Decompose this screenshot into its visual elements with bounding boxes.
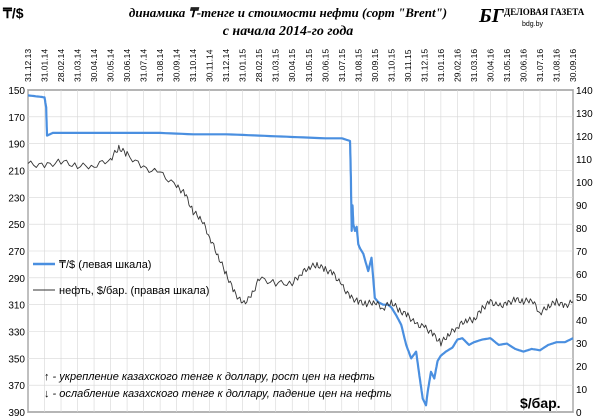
x-tick-label: 31.01.15 bbox=[238, 49, 248, 82]
x-tick-label: 31.12.15 bbox=[419, 49, 429, 82]
x-tick-label: 31.08.15 bbox=[353, 49, 363, 82]
left-tick-label: 270 bbox=[8, 247, 25, 258]
right-tick-label: 110 bbox=[576, 155, 592, 166]
x-tick-label: 30.11.14 bbox=[205, 49, 215, 82]
x-tick-label: 30.06.15 bbox=[320, 49, 330, 82]
left-tick-label: 250 bbox=[8, 220, 25, 231]
x-tick-label: 31.05.15 bbox=[304, 49, 314, 82]
legend: ₸/$ (левая шкала) нефть, $/бар. (правая … bbox=[33, 259, 209, 297]
left-tick-label: 290 bbox=[8, 274, 25, 285]
chart-subtitle: с начала 2014-го года bbox=[223, 24, 354, 39]
x-tick-label: 31.03.14 bbox=[73, 49, 83, 82]
right-axis: 0 10 20 30 40 50 60 70 80 90 100 110 120 130 140 bbox=[576, 86, 593, 419]
annotation-weakening: ↓ - ослабление казахского тенге к доллар… bbox=[44, 388, 392, 400]
x-tick-label: 29.02.16 bbox=[452, 49, 462, 82]
left-tick-label: 150 bbox=[8, 86, 25, 97]
left-tick-label: 170 bbox=[8, 113, 25, 124]
logo-name: ДЕЛОВАЯ ГАЗЕТА bbox=[504, 7, 585, 17]
x-tick-label: 28.02.15 bbox=[254, 49, 264, 82]
right-tick-label: 70 bbox=[576, 247, 588, 258]
x-tick-label: 31.12.14 bbox=[221, 49, 231, 82]
left-tick-label: 390 bbox=[8, 408, 25, 419]
left-axis: 150 170 190 210 230 250 270 290 310 330 350 370 390 bbox=[8, 86, 25, 419]
left-tick-label: 210 bbox=[8, 167, 25, 178]
x-tick-label: 30.09.15 bbox=[370, 49, 380, 82]
x-tick-label: 31.08.14 bbox=[155, 49, 165, 82]
right-tick-label: 0 bbox=[576, 408, 582, 419]
x-tick-label: 31.10.15 bbox=[386, 49, 396, 82]
right-tick-label: 40 bbox=[576, 316, 588, 327]
right-tick-label: 140 bbox=[576, 86, 593, 97]
gridlines bbox=[27, 89, 574, 413]
series-line-brent bbox=[27, 144, 574, 347]
left-tick-label: 230 bbox=[8, 193, 25, 204]
series-line-usdkzt bbox=[27, 94, 574, 407]
right-tick-label: 30 bbox=[576, 339, 588, 350]
x-tick-label: 28.02.14 bbox=[56, 49, 66, 82]
x-tick-label: 30.09.16 bbox=[568, 49, 578, 82]
x-tick-label: 30.04.15 bbox=[287, 49, 297, 82]
x-tick-label: 30.04.16 bbox=[485, 49, 495, 82]
left-tick-label: 330 bbox=[8, 328, 25, 339]
left-tick-label: 350 bbox=[8, 354, 25, 365]
x-tick-label: 31.10.14 bbox=[188, 49, 198, 82]
x-tick-label: 31.01.14 bbox=[40, 49, 50, 82]
right-axis-unit: $/бар. bbox=[520, 395, 561, 411]
right-tick-label: 50 bbox=[576, 293, 588, 304]
x-tick-label: 30.06.16 bbox=[518, 49, 528, 82]
right-tick-label: 60 bbox=[576, 270, 588, 281]
right-tick-label: 100 bbox=[576, 178, 593, 189]
left-tick-label: 190 bbox=[8, 140, 25, 151]
right-tick-label: 10 bbox=[576, 385, 588, 396]
left-tick-label: 370 bbox=[8, 381, 25, 392]
x-tick-label: 30.04.14 bbox=[89, 49, 99, 82]
x-tick-label: 31.01.16 bbox=[436, 49, 446, 82]
left-tick-label: 310 bbox=[8, 301, 25, 312]
right-tick-label: 130 bbox=[576, 109, 593, 120]
x-tick-label: 31.03.16 bbox=[469, 49, 479, 82]
series-lines bbox=[27, 94, 574, 407]
x-tick-label: 31.03.15 bbox=[271, 49, 281, 82]
right-tick-label: 90 bbox=[576, 201, 588, 212]
x-tick-label: 31.08.16 bbox=[551, 49, 561, 82]
x-tick-label: 31.12.13 bbox=[23, 49, 33, 82]
x-tick-label: 30.09.14 bbox=[172, 49, 182, 82]
x-tick-label: 31.07.16 bbox=[535, 49, 545, 82]
x-tick-label: 30.11.15 bbox=[403, 49, 413, 82]
x-tick-label: 30.06.14 bbox=[122, 49, 132, 82]
annotation-strengthening: ↑ - укрепление казахского тенге к доллар… bbox=[44, 371, 375, 383]
chart-title: динамика ₸-тенге и стоимости нефти (сорт… bbox=[129, 5, 447, 20]
x-tick-label: 31.07.14 bbox=[139, 49, 149, 82]
right-tick-label: 80 bbox=[576, 224, 588, 235]
x-axis: 31.12.13 31.01.14 28.02.14 31.03.14 30.04.14… bbox=[23, 49, 578, 82]
logo-site: bdg.by bbox=[522, 21, 544, 28]
logo: БГ ДЕЛОВАЯ ГАЗЕТА bdg.by bbox=[478, 5, 585, 28]
right-tick-label: 20 bbox=[576, 362, 588, 373]
left-axis-unit: ₸/$ bbox=[2, 5, 24, 21]
legend-label-brent: нефть, $/бар. (правая шкала) bbox=[59, 285, 209, 297]
right-tick-label: 120 bbox=[576, 132, 593, 143]
x-tick-label: 31.07.15 bbox=[337, 49, 347, 82]
legend-label-usdkzt: ₸/$ (левая шкала) bbox=[59, 259, 151, 271]
x-tick-label: 30.05.14 bbox=[106, 49, 116, 82]
x-tick-label: 31.05.16 bbox=[502, 49, 512, 82]
logo-mark: БГ bbox=[478, 5, 505, 27]
